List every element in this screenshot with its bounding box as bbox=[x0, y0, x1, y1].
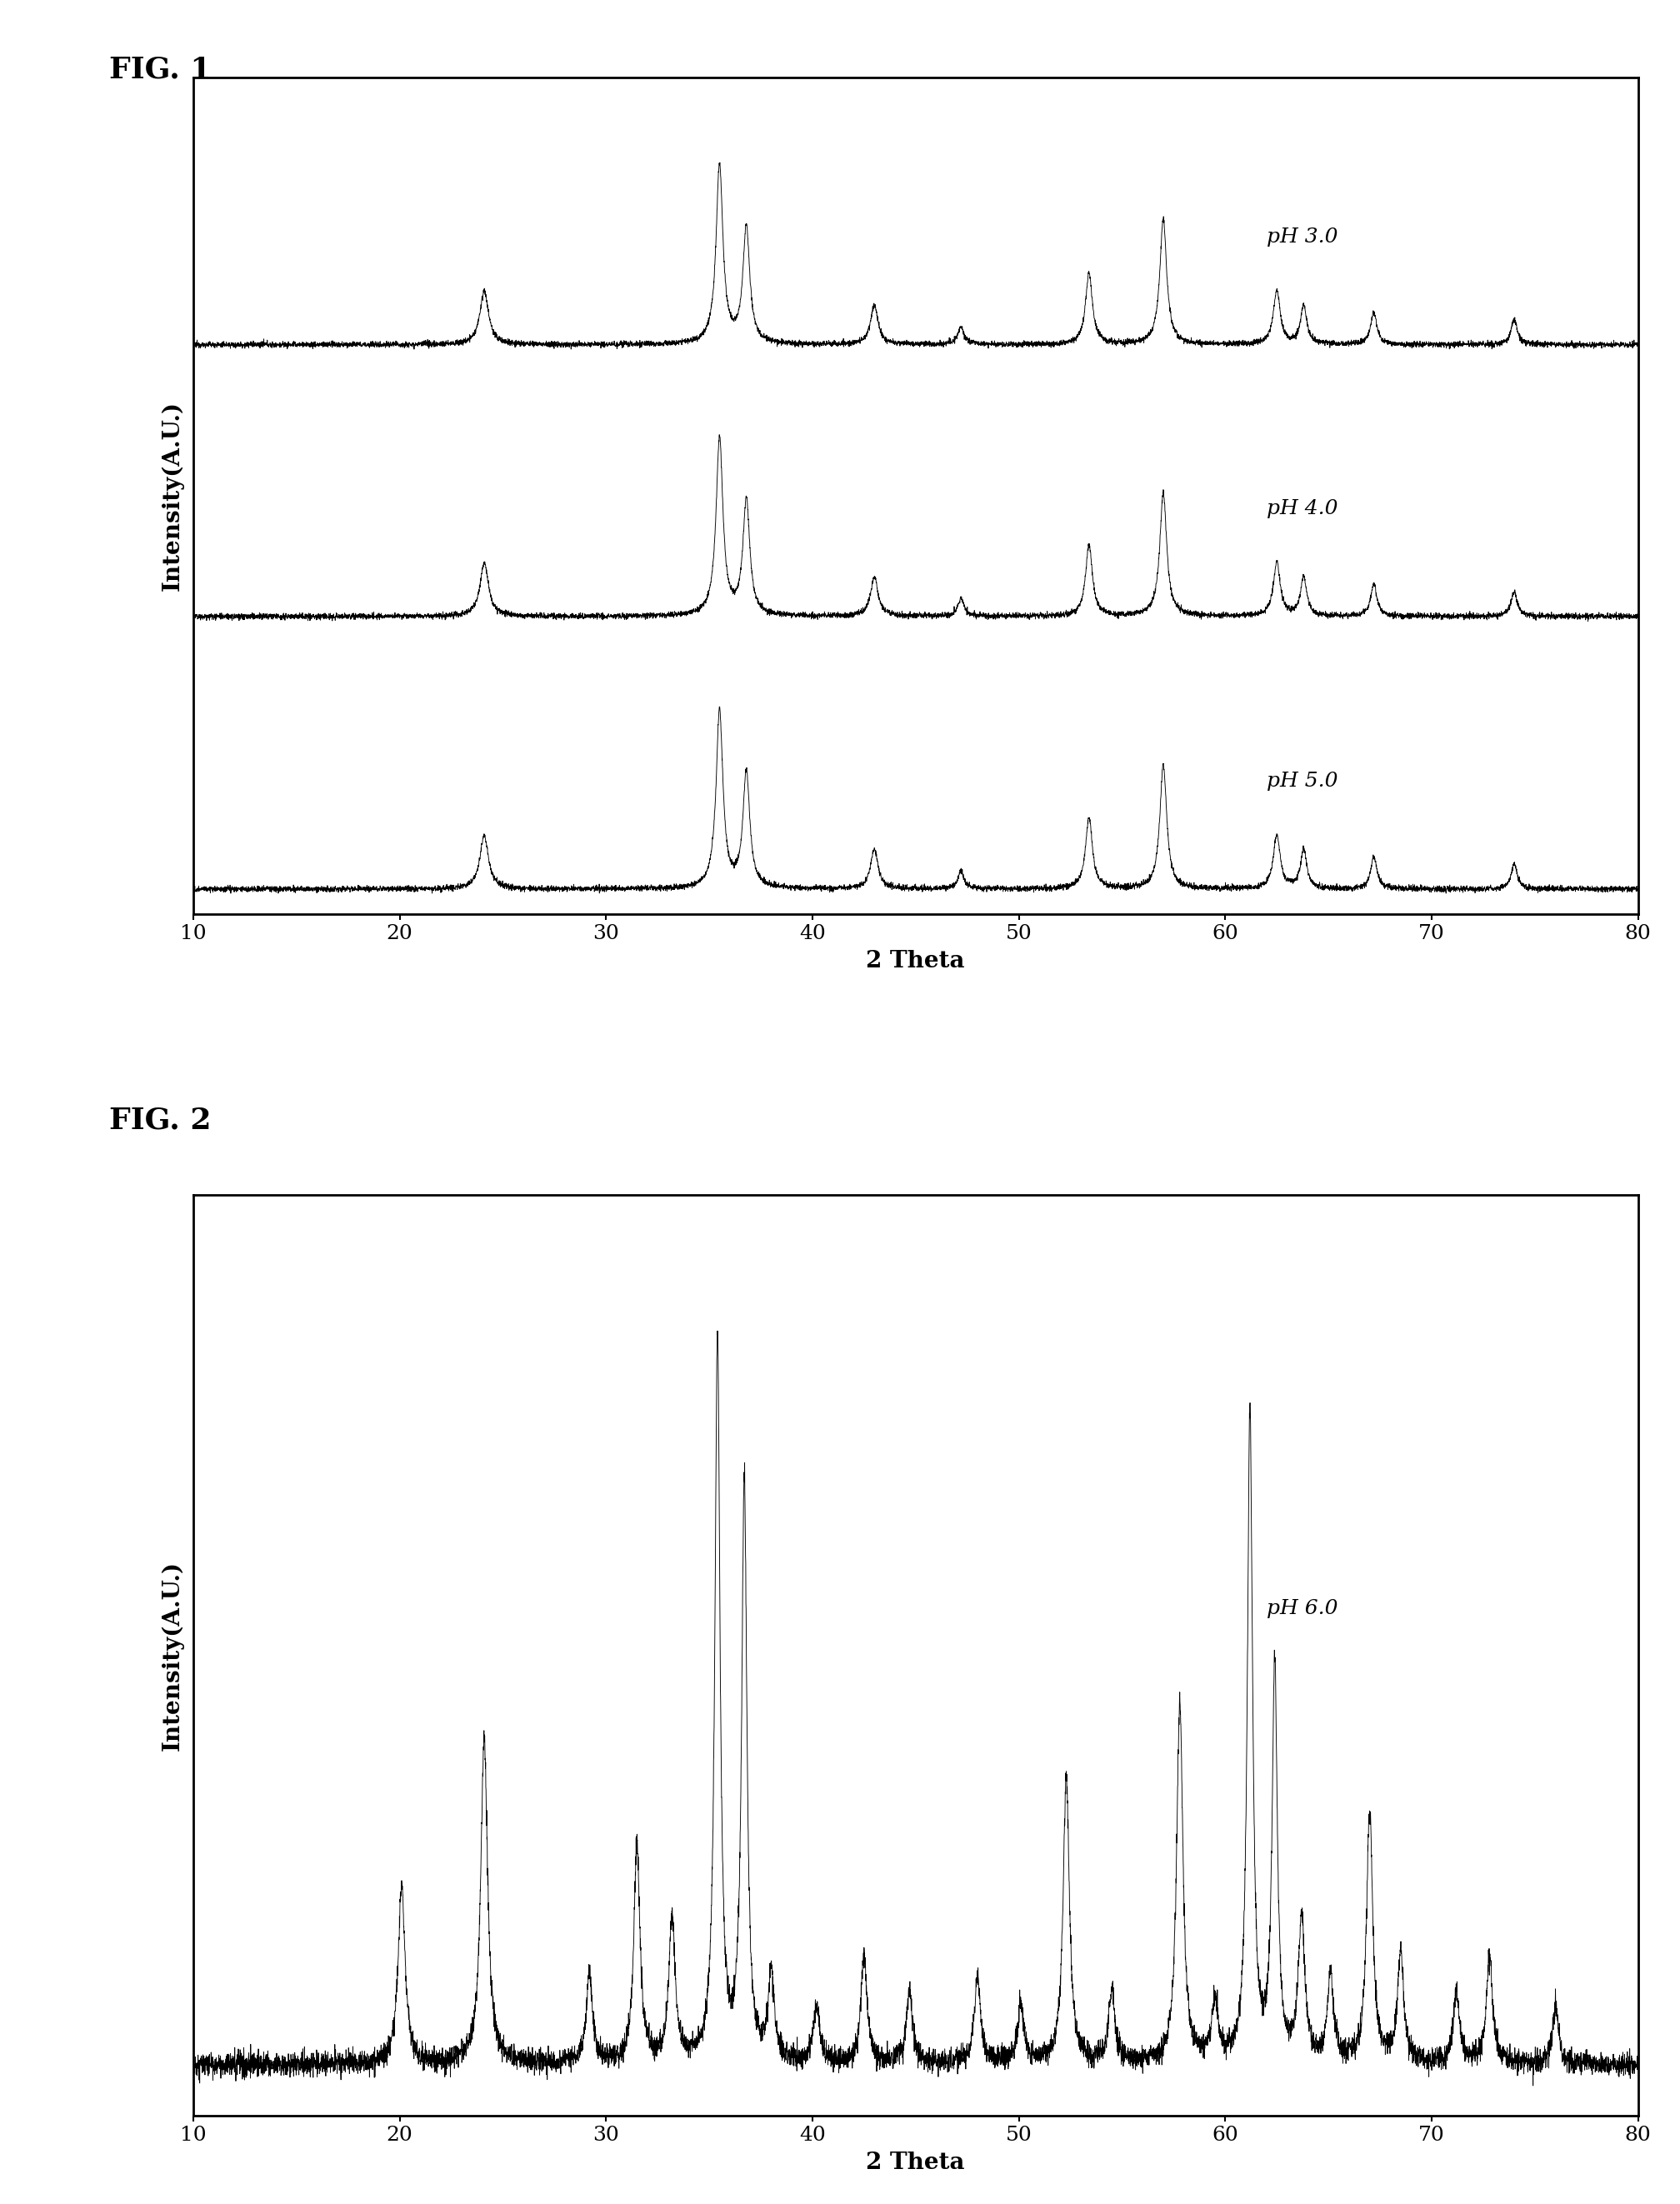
Text: pH 6.0: pH 6.0 bbox=[1267, 1598, 1337, 1618]
X-axis label: 2 Theta: 2 Theta bbox=[867, 950, 964, 972]
Text: FIG. 1: FIG. 1 bbox=[109, 55, 212, 84]
Text: FIG. 2: FIG. 2 bbox=[109, 1106, 212, 1135]
Y-axis label: Intensity(A.U.): Intensity(A.U.) bbox=[161, 401, 183, 591]
Text: pH 5.0: pH 5.0 bbox=[1267, 771, 1337, 791]
Text: pH 4.0: pH 4.0 bbox=[1267, 500, 1337, 518]
Text: pH 3.0: pH 3.0 bbox=[1267, 227, 1337, 247]
X-axis label: 2 Theta: 2 Theta bbox=[867, 2151, 964, 2175]
Y-axis label: Intensity(A.U.): Intensity(A.U.) bbox=[161, 1560, 183, 1750]
